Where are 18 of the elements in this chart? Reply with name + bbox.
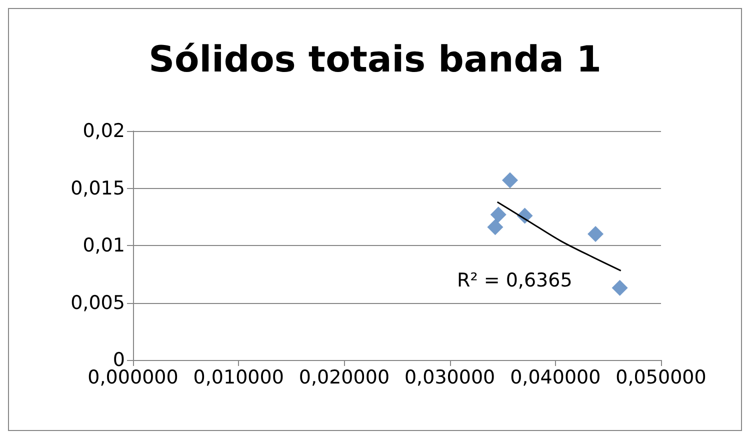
point: [487, 219, 504, 236]
x-tick-label: 0,030000: [404, 366, 496, 388]
y-tick-label: 0,02: [82, 120, 125, 142]
annotation: R² = 0,6365: [457, 270, 572, 292]
point: [612, 280, 628, 296]
x-tick-label: 0,010000: [193, 366, 284, 388]
chart-title: Sólidos totais banda 1: [148, 40, 602, 80]
point: [490, 206, 506, 223]
x-tick-label: 0,050000: [616, 366, 706, 388]
y-tick-label: 0,01: [82, 234, 125, 256]
line-series: [496, 201, 622, 272]
y-tick-label: 0,015: [70, 177, 125, 200]
x-tick-label: 0,040000: [510, 366, 601, 388]
point: [502, 172, 518, 188]
x-tick-label: 0,020000: [298, 366, 390, 388]
y-tick-label: 0,005: [70, 292, 125, 314]
x-tick-label: 0,000000: [88, 366, 178, 388]
point: [588, 226, 604, 242]
